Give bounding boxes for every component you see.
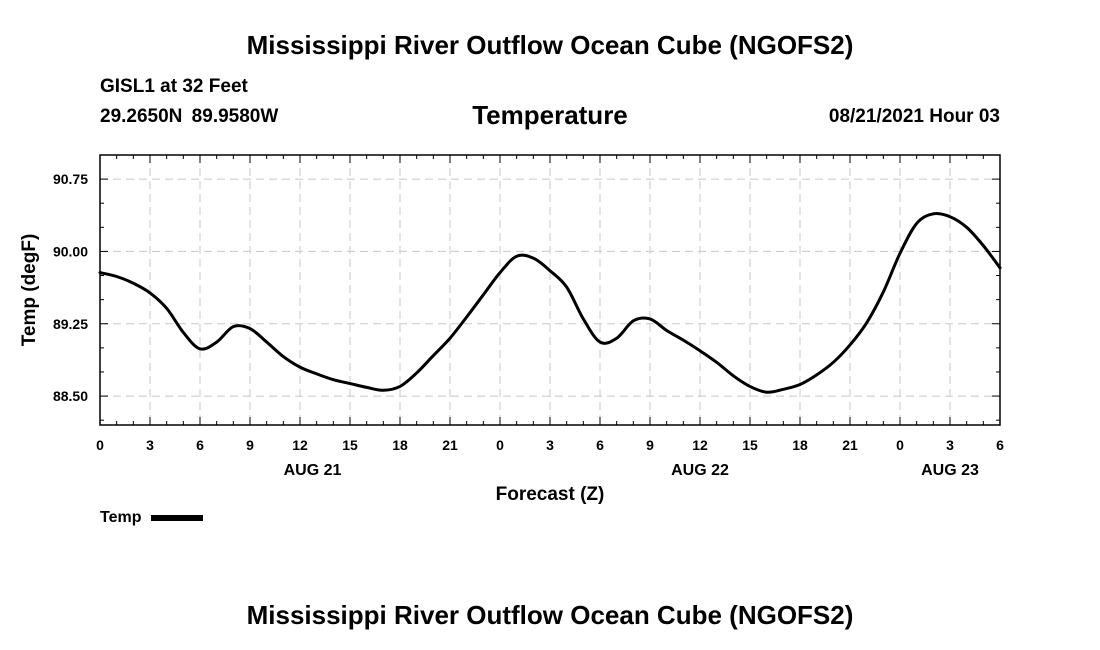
date-label: AUG 22 xyxy=(671,462,729,479)
footer-title: Mississippi River Outflow Ocean Cube (NG… xyxy=(246,600,854,630)
station-label: GISL1 at 32 Feet xyxy=(100,76,248,97)
x-tick-label: 3 xyxy=(146,437,154,453)
x-tick-label: 3 xyxy=(946,437,954,453)
x-tick-label: 6 xyxy=(196,437,204,453)
x-tick-label: 15 xyxy=(342,437,358,453)
chart-main-title: Mississippi River Outflow Ocean Cube (NG… xyxy=(246,30,854,60)
ticks xyxy=(99,155,1001,425)
legend-swatch xyxy=(151,515,204,521)
x-tick-label: 21 xyxy=(442,437,458,453)
y-axis-label: Temp (degF) xyxy=(19,234,40,347)
x-tick-label: 18 xyxy=(392,437,408,453)
x-tick-label: 0 xyxy=(896,437,904,453)
station-coordinates: 29.2650N 89.9580W xyxy=(100,106,279,127)
tick-labels: 0 3 6 9 12 15 18 21 0 3 6 9 12 15 18 21 0 3 6 AUG 21 AUG 22 A… xyxy=(53,171,1004,479)
x-tick-label: 18 xyxy=(792,437,808,453)
date-label: AUG 21 xyxy=(284,462,342,479)
x-axis-label: Forecast (Z) xyxy=(496,484,605,505)
grid xyxy=(100,155,1000,425)
date-label: AUG 23 xyxy=(921,462,979,479)
legend: Temp xyxy=(100,509,204,527)
x-tick-label: 9 xyxy=(246,437,254,453)
y-tick-label: 88.50 xyxy=(53,388,88,404)
series-line-temp xyxy=(98,211,1002,394)
x-tick-label: 12 xyxy=(692,437,708,453)
x-tick-label: 6 xyxy=(596,437,604,453)
y-tick-label: 90.00 xyxy=(53,243,88,259)
y-tick-label: 89.25 xyxy=(53,316,88,332)
y-tick-label: 90.75 xyxy=(53,171,88,187)
x-tick-label: 3 xyxy=(546,437,554,453)
x-tick-label: 9 xyxy=(646,437,654,453)
x-tick-label: 12 xyxy=(292,437,308,453)
legend-label: Temp xyxy=(100,509,142,526)
x-tick-label: 0 xyxy=(96,437,104,453)
x-tick-label: 21 xyxy=(842,437,858,453)
forecast-datetime: 08/21/2021 Hour 03 xyxy=(828,106,1000,127)
x-tick-label: 0 xyxy=(496,437,504,453)
x-tick-label: 6 xyxy=(996,437,1004,453)
x-tick-label: 15 xyxy=(742,437,758,453)
chart-variable-title: Temperature xyxy=(472,100,628,130)
